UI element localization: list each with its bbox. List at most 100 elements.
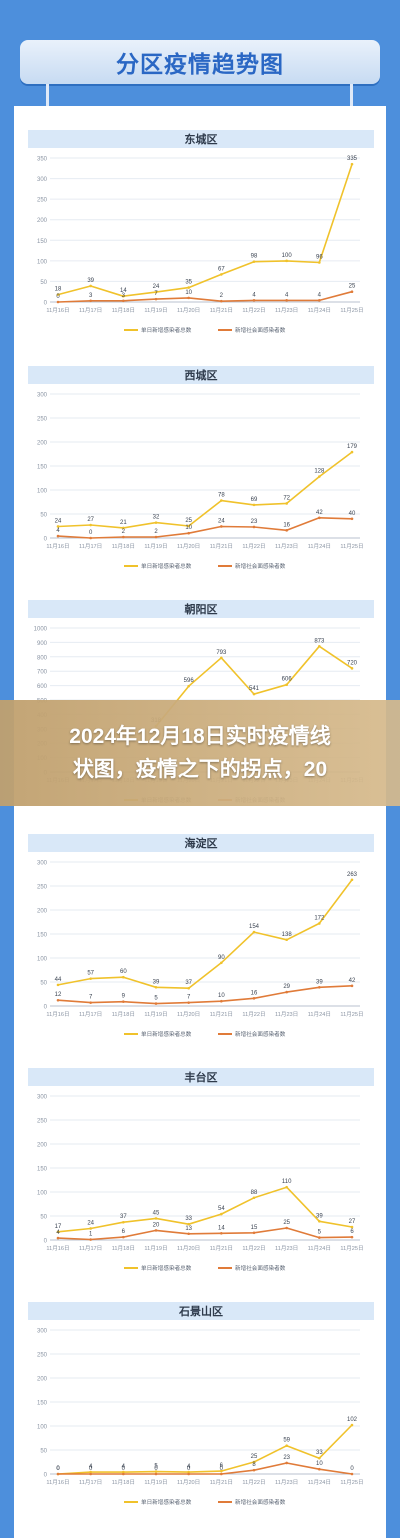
- data-point: [220, 1469, 223, 1473]
- data-point: [350, 1472, 354, 1476]
- header-banner: 分区疫情趋势图: [20, 40, 380, 84]
- data-point: [89, 299, 92, 303]
- y-tick-label: 100: [37, 1425, 48, 1431]
- data-point: [318, 985, 321, 989]
- data-point: [89, 1472, 92, 1476]
- y-tick-label: 100: [37, 259, 48, 265]
- data-label: 29: [283, 984, 290, 990]
- chart-title: 西城区: [28, 366, 374, 384]
- data-point: [252, 1468, 256, 1472]
- data-label: 14: [120, 288, 127, 294]
- data-label: 0: [56, 1466, 60, 1472]
- legend-label: 单日新增感染者总数: [141, 1498, 192, 1506]
- data-label: 39: [87, 278, 94, 284]
- x-tick-label: 11月17日: [79, 543, 102, 550]
- data-point: [187, 1472, 190, 1476]
- data-label: 8: [252, 1462, 256, 1468]
- data-label: 720: [347, 660, 358, 666]
- data-label: 27: [349, 1219, 356, 1225]
- data-point: [187, 1232, 190, 1236]
- data-label: 67: [218, 266, 225, 272]
- chart-title: 石景山区: [28, 1302, 374, 1320]
- y-tick-label: 250: [37, 885, 48, 891]
- data-point: [350, 984, 354, 988]
- data-point: [350, 450, 354, 454]
- y-tick-label: 800: [37, 655, 48, 661]
- x-tick-label: 11月25日: [340, 543, 363, 550]
- data-label: 59: [283, 1438, 290, 1444]
- y-tick-label: 250: [37, 1119, 48, 1125]
- x-tick-label: 11月21日: [210, 1011, 233, 1018]
- data-point: [252, 299, 256, 302]
- overlay-title-line-1: 2024年12月18日实时疫情线: [69, 725, 331, 748]
- y-tick-label: 350: [37, 157, 48, 163]
- data-label: 39: [316, 979, 323, 985]
- data-point: [285, 502, 288, 505]
- data-label: 57: [87, 971, 94, 977]
- x-tick-label: 11月23日: [275, 1479, 298, 1486]
- data-label: 873: [314, 638, 325, 644]
- data-label: 18: [55, 287, 62, 293]
- data-label: 78: [218, 493, 225, 499]
- data-point: [122, 1472, 125, 1476]
- data-label: 154: [249, 924, 260, 930]
- data-point: [154, 1229, 158, 1232]
- legend-label: 单日新增感染者总数: [141, 1030, 192, 1038]
- chart-title: 东城区: [28, 130, 374, 148]
- data-point: [154, 1002, 158, 1005]
- data-label: 60: [120, 969, 127, 975]
- data-point: [187, 296, 190, 300]
- data-label: 0: [187, 1466, 191, 1472]
- data-label: 2: [154, 529, 158, 535]
- data-label: 37: [185, 980, 192, 986]
- data-point: [350, 1225, 354, 1229]
- data-label: 2: [220, 293, 224, 299]
- data-label: 45: [153, 1210, 160, 1216]
- x-tick-label: 11月24日: [308, 307, 331, 314]
- data-point: [122, 526, 125, 530]
- data-point: [318, 1219, 321, 1223]
- y-tick-label: 300: [37, 861, 48, 867]
- data-label: 1: [89, 1232, 93, 1238]
- data-point: [285, 529, 288, 532]
- data-label: 16: [251, 990, 258, 996]
- data-point: [220, 1212, 223, 1216]
- data-label: 4: [252, 292, 256, 298]
- data-point: [89, 1227, 92, 1230]
- x-tick-label: 11月19日: [144, 1245, 167, 1252]
- x-tick-label: 11月20日: [177, 1245, 200, 1252]
- y-tick-label: 600: [37, 684, 48, 690]
- data-point: [220, 499, 223, 502]
- data-point: [220, 656, 223, 660]
- y-tick-label: 50: [40, 513, 47, 519]
- article-title-overlay[interactable]: 2024年12月18日实时疫情线 状图，疫情之下的拐点，20: [0, 700, 400, 806]
- data-point: [318, 644, 321, 648]
- data-point: [187, 531, 190, 535]
- x-tick-label: 11月24日: [308, 1479, 331, 1486]
- data-label: 24: [218, 518, 225, 524]
- x-tick-label: 11月18日: [112, 307, 135, 314]
- x-tick-label: 11月22日: [242, 543, 265, 550]
- x-tick-label: 11月21日: [210, 307, 233, 314]
- legend-label: 单日新增感染者总数: [141, 326, 192, 334]
- data-label: 72: [283, 495, 290, 501]
- data-point: [154, 521, 158, 524]
- y-tick-label: 150: [37, 933, 48, 939]
- chart-panel-3: 海淀区 0 50 100 150 200 250 300 11月16日 11月17日 11月18日…: [28, 834, 374, 1044]
- data-label: 42: [349, 978, 356, 984]
- y-tick-label: 100: [37, 489, 48, 495]
- x-tick-label: 11月16日: [46, 543, 69, 550]
- data-label: 4: [187, 1464, 191, 1470]
- data-point: [187, 524, 190, 528]
- x-tick-label: 11月24日: [308, 1245, 331, 1252]
- data-point: [318, 1236, 321, 1239]
- x-tick-label: 11月23日: [275, 1245, 298, 1252]
- legend-label: 新增社会面感染者数: [235, 326, 286, 334]
- data-label: 88: [251, 1190, 258, 1196]
- data-point: [56, 983, 60, 987]
- data-label: 23: [251, 519, 258, 525]
- overlay-title-line-2: 状图，疫情之下的拐点，20: [72, 758, 328, 781]
